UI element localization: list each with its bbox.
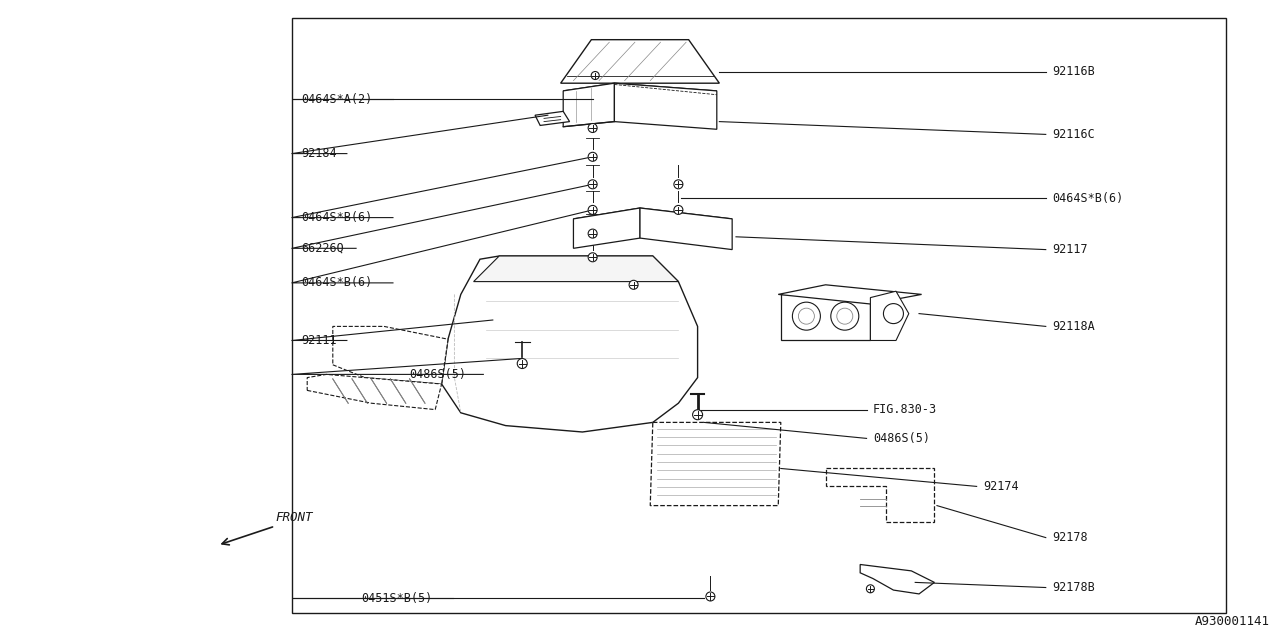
Circle shape [837, 308, 852, 324]
Text: 0486S(5): 0486S(5) [410, 368, 467, 381]
Text: 0464S*B(6): 0464S*B(6) [301, 211, 372, 224]
Circle shape [588, 205, 598, 214]
Text: 92116C: 92116C [1052, 128, 1094, 141]
Polygon shape [563, 83, 717, 99]
Text: FRONT: FRONT [275, 511, 312, 524]
Polygon shape [640, 208, 732, 250]
Text: 92178: 92178 [1052, 531, 1088, 544]
Polygon shape [561, 40, 719, 83]
Polygon shape [573, 208, 640, 248]
Polygon shape [778, 285, 922, 304]
Circle shape [799, 308, 814, 324]
Polygon shape [333, 326, 448, 384]
Polygon shape [442, 256, 698, 432]
Text: A930001141: A930001141 [1194, 616, 1270, 628]
Circle shape [867, 585, 874, 593]
Circle shape [517, 358, 527, 369]
Circle shape [588, 180, 598, 189]
Text: 0464S*B(6): 0464S*B(6) [1052, 192, 1124, 205]
Text: 0486S(5): 0486S(5) [873, 432, 931, 445]
Text: 0451S*B(5): 0451S*B(5) [361, 592, 433, 605]
Polygon shape [870, 291, 909, 340]
Text: 92178B: 92178B [1052, 581, 1094, 594]
Text: 66226Q: 66226Q [301, 242, 343, 255]
Text: 0464S*B(6): 0464S*B(6) [301, 276, 372, 289]
Circle shape [883, 303, 904, 324]
Text: 92111: 92111 [301, 334, 337, 347]
Circle shape [792, 302, 820, 330]
Circle shape [705, 592, 716, 601]
Circle shape [628, 280, 639, 289]
Polygon shape [307, 374, 442, 410]
Circle shape [831, 302, 859, 330]
Circle shape [588, 229, 598, 238]
Polygon shape [573, 208, 732, 229]
Circle shape [588, 152, 598, 161]
Text: 92116B: 92116B [1052, 65, 1094, 78]
Text: 92174: 92174 [983, 480, 1019, 493]
Bar [292, 18, 1226, 613]
Polygon shape [826, 468, 934, 522]
Polygon shape [563, 83, 614, 127]
Text: 92117: 92117 [1052, 243, 1088, 256]
Circle shape [673, 180, 684, 189]
Circle shape [673, 205, 684, 214]
Text: 92118A: 92118A [1052, 320, 1094, 333]
Circle shape [692, 410, 703, 420]
Polygon shape [474, 256, 678, 282]
Polygon shape [860, 564, 934, 594]
Polygon shape [781, 294, 870, 340]
Polygon shape [535, 111, 570, 125]
Text: 0464S*A(2): 0464S*A(2) [301, 93, 372, 106]
Text: 92184: 92184 [301, 147, 337, 160]
Circle shape [591, 72, 599, 79]
Circle shape [588, 253, 598, 262]
Circle shape [588, 124, 598, 132]
Polygon shape [614, 83, 717, 129]
Text: FIG.830-3: FIG.830-3 [873, 403, 937, 416]
Polygon shape [650, 422, 781, 506]
